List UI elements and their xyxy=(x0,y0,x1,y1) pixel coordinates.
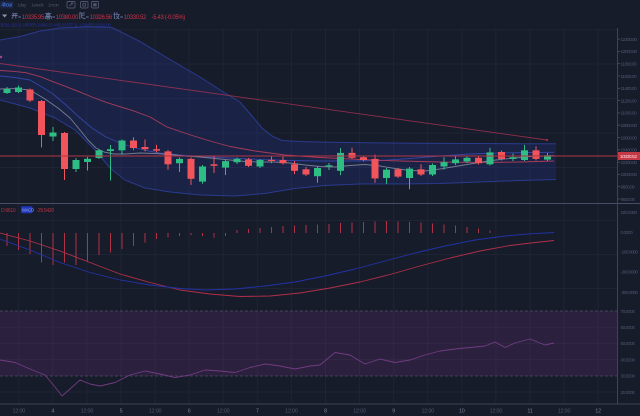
svg-text:12:00: 12:00 xyxy=(558,409,571,415)
svg-text:12200.00: 12200.00 xyxy=(621,37,638,43)
svg-text:10200.00: 10200.00 xyxy=(621,160,638,166)
svg-text:-100.0000: -100.0000 xyxy=(621,249,639,255)
svg-text:-200.0000: -200.0000 xyxy=(621,269,639,275)
svg-text:12:00: 12:00 xyxy=(285,409,298,415)
svg-text:10335.95: 10335.95 xyxy=(22,15,45,21)
svg-text:10400.00: 10400.00 xyxy=(621,148,638,154)
svg-text:10600.00: 10600.00 xyxy=(621,135,638,141)
svg-text:-29.5420: -29.5420 xyxy=(37,208,55,214)
svg-text:12:00: 12:00 xyxy=(149,409,162,415)
svg-text:100.0000: 100.0000 xyxy=(621,210,638,216)
svg-text:8: 8 xyxy=(324,409,327,415)
svg-text:4: 4 xyxy=(51,409,54,415)
svg-text:MACD: MACD xyxy=(22,208,34,213)
svg-text:6: 6 xyxy=(188,409,191,415)
svg-text:1week: 1week xyxy=(31,3,44,9)
svg-text:9800.00: 9800.00 xyxy=(621,185,636,191)
svg-text:10326.56: 10326.56 xyxy=(90,15,113,21)
svg-text:10800.00: 10800.00 xyxy=(621,123,638,129)
svg-text:5: 5 xyxy=(120,409,123,415)
svg-text:60.0000: 60.0000 xyxy=(621,325,636,331)
svg-text:40.0000: 40.0000 xyxy=(621,357,636,363)
svg-text:12:00: 12:00 xyxy=(490,409,503,415)
svg-text:12:00: 12:00 xyxy=(217,409,230,415)
svg-text:12:00: 12:00 xyxy=(81,409,94,415)
svg-text:10380.00: 10380.00 xyxy=(56,15,79,21)
svg-text:=: = xyxy=(52,15,55,21)
svg-text:4hour: 4hour xyxy=(1,3,13,9)
svg-text:12: 12 xyxy=(595,409,601,415)
svg-text:30.0000: 30.0000 xyxy=(621,374,636,380)
svg-text:70.0000: 70.0000 xyxy=(621,309,636,315)
svg-text:9600.00: 9600.00 xyxy=(621,197,636,203)
svg-text:BOLL:(20,2) UPPER:11496.23 M: BOLL:(20,2) UPPER:11496.23 MID:10757.11 … xyxy=(1,22,112,27)
svg-text:50.0000: 50.0000 xyxy=(621,341,636,347)
svg-text:11: 11 xyxy=(527,409,532,415)
svg-text:11800.00: 11800.00 xyxy=(621,62,637,68)
svg-text:12000.00: 12000.00 xyxy=(621,49,638,55)
svg-text:12:00: 12:00 xyxy=(421,409,434,415)
svg-text:D:9610: D:9610 xyxy=(1,208,16,214)
svg-text:12:00: 12:00 xyxy=(13,409,26,415)
svg-text:=: = xyxy=(86,15,89,21)
svg-text:10: 10 xyxy=(459,409,465,415)
svg-text:10330.52: 10330.52 xyxy=(124,15,147,21)
svg-text:10330.52: 10330.52 xyxy=(620,154,638,160)
svg-text:1day: 1day xyxy=(17,3,27,9)
svg-text:1mon: 1mon xyxy=(48,3,59,9)
svg-text:9: 9 xyxy=(392,409,395,415)
svg-text:12:00: 12:00 xyxy=(353,409,366,415)
svg-text:20.0000: 20.0000 xyxy=(621,390,636,396)
svg-text:-5.43 (-0.05%): -5.43 (-0.05%) xyxy=(152,15,186,21)
svg-text:=: = xyxy=(120,15,123,21)
svg-text:10000.00: 10000.00 xyxy=(621,172,638,178)
svg-text:11400.00: 11400.00 xyxy=(621,86,637,92)
svg-text:7: 7 xyxy=(256,409,259,415)
svg-text:11200.00: 11200.00 xyxy=(621,98,637,104)
svg-text:=: = xyxy=(18,15,21,21)
svg-text:11000.00: 11000.00 xyxy=(621,111,637,117)
svg-text:11600.00: 11600.00 xyxy=(621,74,637,80)
svg-text:-300.0000: -300.0000 xyxy=(621,290,639,296)
svg-text:0.0000: 0.0000 xyxy=(621,230,634,236)
